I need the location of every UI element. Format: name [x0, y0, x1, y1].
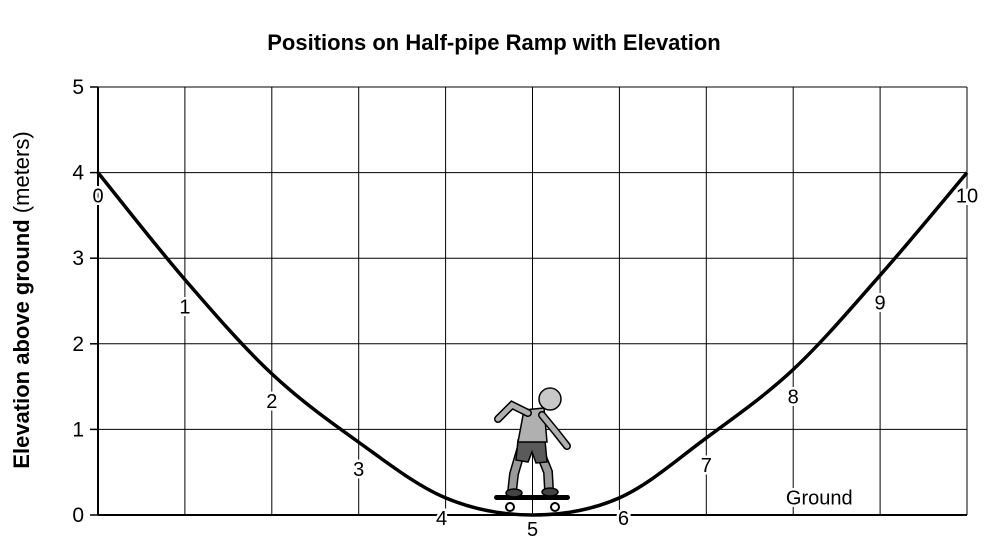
position-labels: 0 1 2 3 4 5 6 7 8 9 10 — [90, 183, 981, 536]
ground-annotation: Ground — [786, 487, 853, 509]
y-tick-label: 5 — [72, 76, 84, 99]
y-axis-label-text: Elevation above ground — [9, 219, 34, 469]
position-label: 0 — [92, 186, 103, 208]
chart-title: Positions on Half-pipe Ramp with Elevati… — [267, 30, 721, 55]
y-tick-label: 4 — [72, 162, 84, 185]
position-label: 1 — [179, 297, 190, 319]
position-label: 6 — [618, 508, 629, 530]
skateboard-wheel — [550, 502, 560, 512]
skateboarder-figure — [494, 387, 571, 512]
skateboard-deck — [494, 495, 570, 500]
y-tick-label: 3 — [72, 247, 84, 270]
y-tick-label: 1 — [72, 418, 84, 441]
position-label: 7 — [701, 455, 712, 477]
position-label: 8 — [788, 386, 799, 408]
skateboard-wheel — [505, 502, 515, 512]
position-label: 2 — [266, 391, 277, 413]
y-tick-labels: 0 1 2 3 4 5 — [72, 76, 98, 527]
position-label: 9 — [875, 292, 886, 314]
position-label: 4 — [436, 508, 447, 530]
y-tick-label: 0 — [72, 504, 84, 527]
position-label: 10 — [956, 186, 978, 208]
y-axis-label-unit: (meters) — [9, 131, 34, 214]
y-tick-label: 2 — [72, 333, 84, 356]
position-label: 5 — [527, 519, 538, 536]
position-label: 3 — [353, 459, 364, 481]
ramp-curve-line — [96, 171, 969, 517]
